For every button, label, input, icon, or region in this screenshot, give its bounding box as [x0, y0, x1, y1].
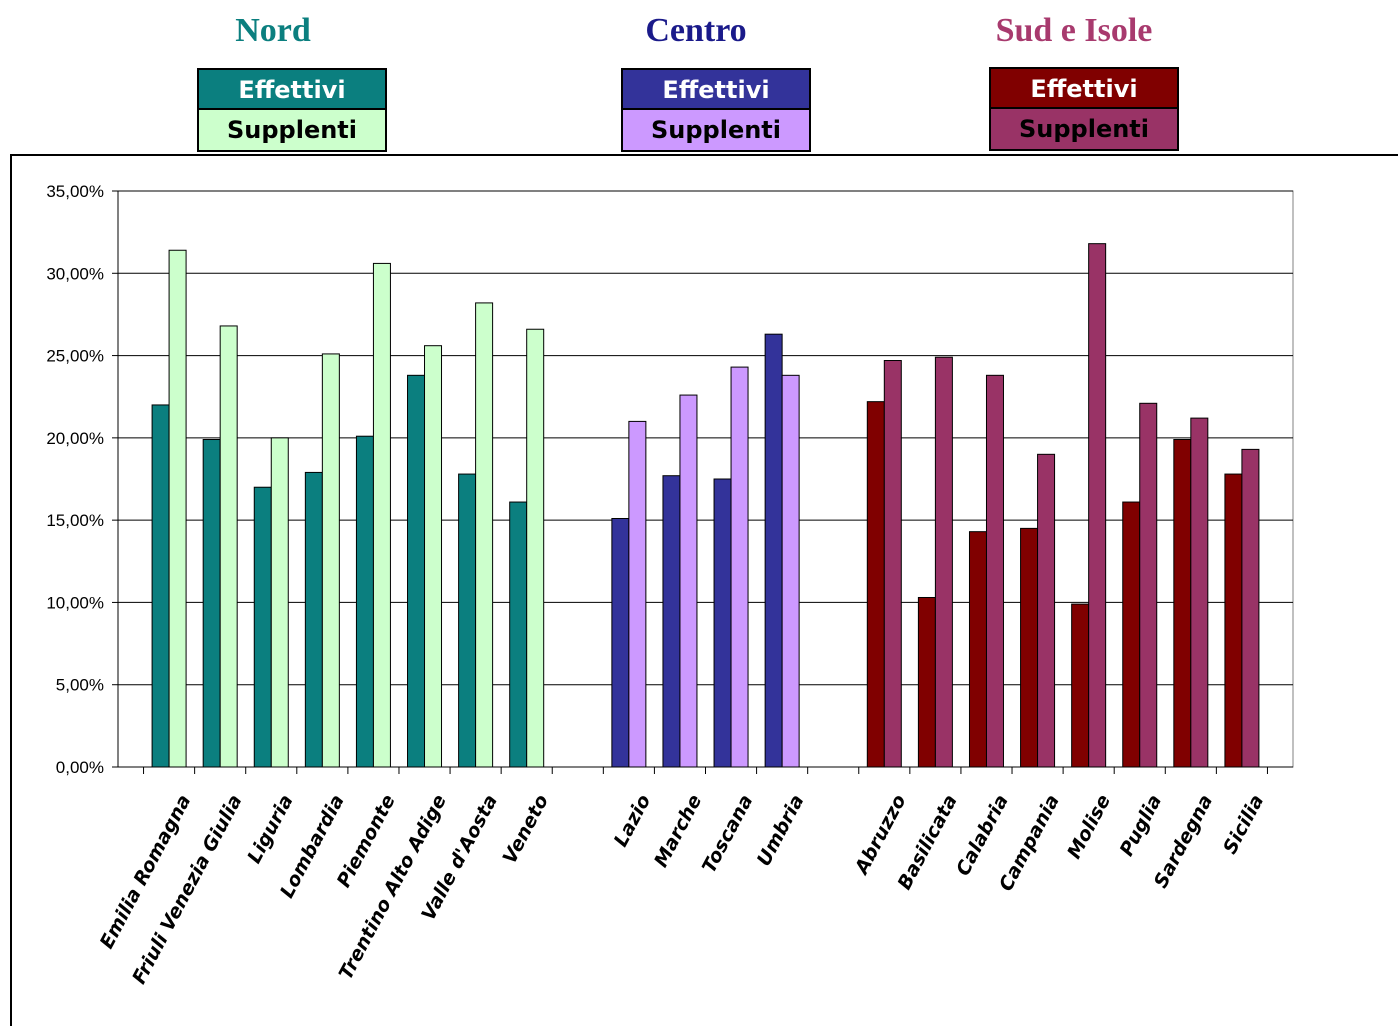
legend-sud: Effettivi Supplenti: [989, 67, 1179, 151]
bar-supplenti: [475, 302, 494, 768]
bar-effettivi: [968, 531, 987, 768]
bar-supplenti: [781, 374, 800, 768]
bar-supplenti: [1139, 402, 1158, 768]
bar-effettivi: [304, 471, 323, 768]
bar-effettivi: [151, 404, 170, 768]
legend-centro-supplenti: Supplenti: [623, 110, 809, 150]
bar-effettivi: [253, 486, 272, 768]
group-title-centro: Centro: [645, 12, 747, 49]
bar-supplenti: [1088, 243, 1107, 768]
plot-area: [117, 190, 1294, 768]
legend-nord-effettivi: Effettivi: [199, 70, 385, 110]
x-category-label: Marche: [650, 791, 706, 871]
bar-effettivi: [713, 478, 732, 768]
bar-supplenti: [270, 437, 289, 768]
legend-nord-supplenti: Supplenti: [199, 110, 385, 150]
group-title-sud: Sud e Isole: [995, 12, 1153, 49]
y-tick-label: 5,00%: [56, 676, 104, 695]
bar-effettivi: [1122, 501, 1141, 768]
y-tick-label: 20,00%: [46, 429, 104, 448]
legend-centro: Effettivi Supplenti: [621, 68, 811, 152]
bar-supplenti: [985, 374, 1004, 768]
bar-effettivi: [1071, 603, 1090, 768]
legend-nord: Effettivi Supplenti: [197, 68, 387, 152]
y-tick-label: 15,00%: [46, 511, 104, 530]
x-category-label: Emilia Romagna: [96, 791, 196, 952]
legend-sud-supplenti: Supplenti: [991, 109, 1177, 149]
x-category-label: Veneto: [499, 791, 554, 867]
bar-supplenti: [1190, 417, 1209, 768]
bar-supplenti: [934, 356, 953, 768]
bar-effettivi: [458, 473, 477, 768]
bar-effettivi: [662, 475, 681, 768]
x-category-label: Umbria: [753, 791, 809, 870]
x-category-label: Sicilia: [1219, 791, 1268, 858]
chart-frame: [10, 154, 1398, 1026]
x-category-label: Lazio: [610, 791, 656, 850]
y-tick-label: 0,00%: [56, 758, 104, 777]
bar-effettivi: [407, 374, 426, 768]
bar-supplenti: [1241, 448, 1260, 768]
bar-supplenti: [526, 328, 545, 768]
group-title-nord: Nord: [235, 12, 311, 49]
bar-supplenti: [730, 366, 749, 768]
x-category-label: Liguria: [243, 791, 297, 867]
bar-supplenti: [219, 325, 238, 768]
y-tick-label: 10,00%: [46, 593, 104, 612]
bar-effettivi: [509, 501, 528, 768]
bar-effettivi: [866, 401, 885, 768]
bar-supplenti: [628, 420, 647, 768]
bar-effettivi: [1020, 527, 1039, 768]
bar-supplenti: [168, 249, 187, 768]
bar-effettivi: [764, 333, 783, 768]
bar-effettivi: [355, 435, 374, 768]
bar-supplenti: [883, 360, 902, 768]
x-category-label: Molise: [1063, 791, 1115, 863]
bar-effettivi: [202, 439, 221, 768]
x-category-label: Toscana: [698, 791, 757, 877]
bar-supplenti: [1037, 453, 1056, 768]
y-tick-label: 35,00%: [46, 182, 104, 201]
bar-supplenti: [321, 353, 340, 768]
legend-centro-effettivi: Effettivi: [623, 70, 809, 110]
bar-supplenti: [424, 345, 443, 768]
legend-sud-effettivi: Effettivi: [991, 69, 1177, 109]
x-category-label: Puglia: [1116, 791, 1167, 860]
bar-effettivi: [917, 596, 936, 768]
bar-effettivi: [1173, 439, 1192, 768]
bar-supplenti: [679, 394, 698, 768]
y-tick-label: 30,00%: [46, 264, 104, 283]
bar-effettivi: [611, 517, 630, 768]
bar-supplenti: [372, 262, 391, 768]
y-tick-label: 25,00%: [46, 347, 104, 366]
bar-effettivi: [1224, 473, 1243, 768]
